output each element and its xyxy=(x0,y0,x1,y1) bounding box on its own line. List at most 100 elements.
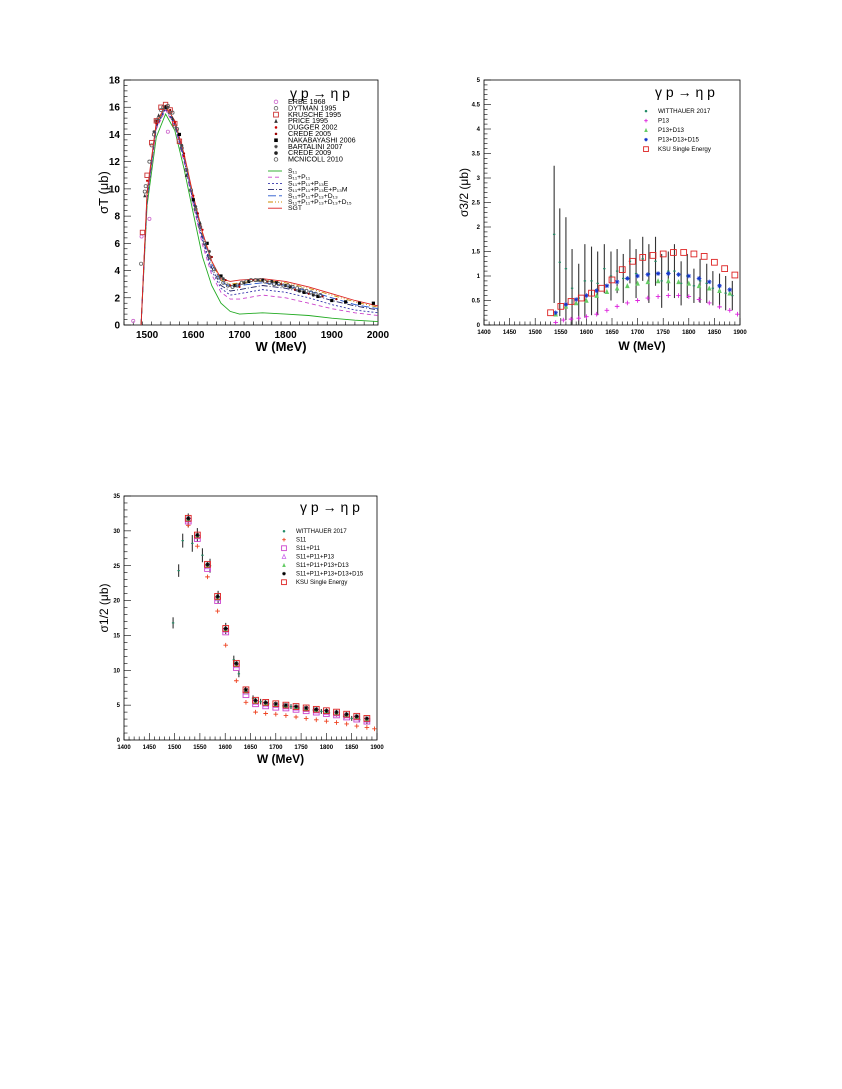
data-point xyxy=(568,316,574,322)
data-point xyxy=(303,705,309,711)
data-point xyxy=(239,280,244,285)
data-point xyxy=(157,113,161,117)
series-10 xyxy=(142,103,323,298)
y-tick-label: 2 xyxy=(114,293,120,304)
legend-marker xyxy=(644,109,648,113)
data-point xyxy=(205,574,210,580)
data-point xyxy=(201,228,204,231)
data-point xyxy=(343,710,350,718)
data-point xyxy=(167,107,173,113)
data-point xyxy=(216,275,221,280)
legend-label: PRICE 1995 xyxy=(288,116,328,125)
data-point xyxy=(659,250,667,258)
chart-title: γ p → η p xyxy=(300,499,360,515)
legend-label: P13 xyxy=(658,118,670,125)
series-5 xyxy=(145,104,241,289)
series-4 xyxy=(185,515,370,723)
data-point xyxy=(224,278,227,282)
data-point xyxy=(179,146,184,151)
data-point xyxy=(182,152,186,155)
data-point xyxy=(302,704,310,712)
y-tick-label: 1.5 xyxy=(472,250,481,256)
data-point xyxy=(598,284,606,292)
data-point xyxy=(221,277,225,281)
data-point xyxy=(686,294,692,299)
y-tick-label: 18 xyxy=(109,76,121,87)
data-point xyxy=(184,514,192,522)
data-point xyxy=(614,285,620,291)
series-7 xyxy=(184,514,371,722)
legend-marker xyxy=(282,537,286,542)
legend-label: S11 xyxy=(296,538,307,544)
legend-marker xyxy=(282,529,286,533)
legend-marker xyxy=(274,126,278,129)
x-tick-label: 1500 xyxy=(136,330,159,341)
legend-label: KSU Single Energy xyxy=(658,146,712,153)
data-point xyxy=(215,594,220,599)
data-point xyxy=(143,184,148,189)
data-point xyxy=(696,297,702,302)
x-tick-label: 1500 xyxy=(529,330,543,336)
data-point xyxy=(323,707,330,715)
x-tick-label: 1400 xyxy=(477,330,491,336)
x-tick-label: 1750 xyxy=(294,745,308,751)
x-tick-label: 1900 xyxy=(370,745,384,751)
series-1 xyxy=(171,513,369,725)
data-point xyxy=(185,516,191,521)
data-point xyxy=(232,659,240,667)
data-point xyxy=(169,108,172,112)
data-point xyxy=(196,212,200,215)
x-tick-label: 1450 xyxy=(143,745,157,751)
data-point xyxy=(262,699,270,706)
plot-frame xyxy=(483,79,741,326)
data-point xyxy=(676,279,681,285)
data-point xyxy=(214,593,221,600)
x-tick-label: 1400 xyxy=(117,745,131,751)
x-tick-label: 1900 xyxy=(321,330,344,341)
legend-label: NAKABAYASHI 2006 xyxy=(288,135,356,144)
data-point xyxy=(625,276,630,281)
legend-marker xyxy=(274,151,278,155)
data-point xyxy=(594,311,599,317)
data-point xyxy=(614,279,620,285)
data-point xyxy=(234,678,239,684)
legend-label: KSU Single Energy xyxy=(296,580,347,586)
data-point xyxy=(154,118,159,123)
data-point xyxy=(188,188,193,193)
data-point xyxy=(223,642,229,648)
data-point xyxy=(243,687,249,693)
y-tick-label: 30 xyxy=(113,529,120,535)
plot-area xyxy=(131,101,378,325)
y-axis-label: σ3/2 (μb) xyxy=(457,168,471,217)
data-point xyxy=(573,297,579,302)
y-tick-label: 0 xyxy=(477,323,481,329)
data-point xyxy=(156,116,161,121)
legend-label: SGT xyxy=(288,205,302,212)
data-point xyxy=(717,304,722,310)
data-point xyxy=(177,132,182,137)
data-point xyxy=(163,105,168,109)
data-point xyxy=(235,283,240,288)
data-point xyxy=(152,132,157,137)
data-point xyxy=(649,252,657,259)
data-point xyxy=(222,625,230,632)
data-point xyxy=(139,261,144,266)
legend-marker xyxy=(281,579,287,586)
data-point xyxy=(625,300,630,306)
data-point xyxy=(221,280,226,285)
data-point xyxy=(253,709,258,715)
y-tick-label: 20 xyxy=(113,599,120,605)
series-3 xyxy=(184,517,371,725)
chart-3: 1400 1450 1500 1550 1600 1650 1700 1750 1800 1850… xyxy=(97,494,384,766)
legend: WITTHAUER 2017 S11 S11+P11 S11+P11+P13 S11+P… xyxy=(281,529,364,586)
series-5 xyxy=(547,249,739,317)
data-point xyxy=(263,700,268,705)
y-tick-label: 1 xyxy=(477,274,481,280)
y-axis-label: σ1/2 (μb) xyxy=(97,583,111,632)
data-point xyxy=(717,283,722,289)
data-point xyxy=(184,173,188,177)
data-point xyxy=(212,267,217,272)
data-point xyxy=(281,283,286,288)
plot-area xyxy=(547,165,740,325)
